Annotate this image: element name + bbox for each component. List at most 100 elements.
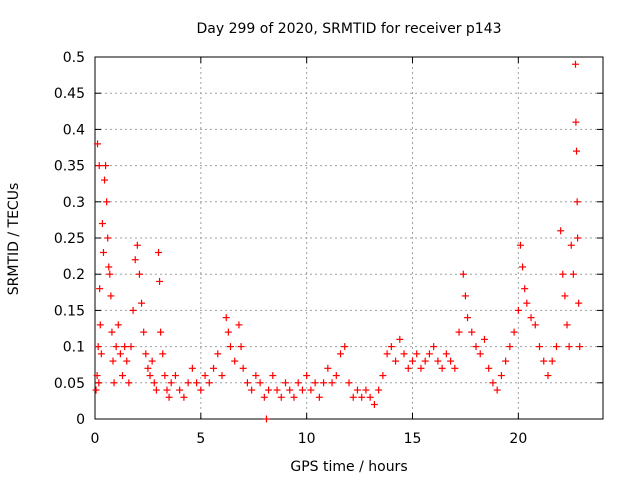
y-tick-label: 0.2 — [63, 267, 85, 283]
data-point — [540, 357, 548, 365]
data-point — [231, 357, 239, 365]
data-point — [461, 292, 469, 300]
data-point — [193, 379, 201, 387]
data-point — [133, 241, 141, 249]
data-point — [114, 321, 122, 329]
data-point — [265, 386, 273, 394]
data-point — [165, 393, 173, 401]
data-point — [544, 372, 552, 380]
axes — [94, 56, 604, 420]
y-tick-label: 0.4 — [63, 122, 85, 138]
data-point — [557, 227, 565, 235]
data-point — [135, 270, 143, 278]
data-point — [324, 364, 332, 372]
data-point — [148, 357, 156, 365]
x-tick-label: 0 — [91, 431, 100, 447]
data-point — [404, 364, 412, 372]
data-point — [222, 314, 230, 322]
data-point — [224, 328, 232, 336]
data-point — [362, 386, 370, 394]
data-point — [152, 386, 160, 394]
data-point — [269, 372, 277, 380]
grid-lines — [95, 57, 603, 419]
data-point — [105, 263, 113, 271]
data-point — [239, 364, 247, 372]
y-axis-label: SRMTID / TECUs — [6, 183, 22, 296]
data-point — [197, 386, 205, 394]
data-point — [93, 372, 101, 380]
data-point — [468, 328, 476, 336]
data-point — [103, 198, 111, 206]
y-tick-label: 0 — [76, 412, 85, 428]
data-point — [451, 364, 459, 372]
data-point — [282, 379, 289, 387]
data-point — [298, 386, 306, 394]
y-tick-label: 0.45 — [54, 86, 85, 102]
data-point — [273, 386, 281, 394]
data-point — [358, 393, 366, 401]
data-point — [96, 321, 104, 329]
data-point — [320, 379, 328, 387]
data-point — [489, 379, 497, 387]
data-point — [109, 357, 117, 365]
data-point — [430, 343, 438, 351]
data-point — [102, 162, 110, 170]
data-point — [210, 364, 218, 372]
data-point — [571, 60, 579, 68]
data-point — [98, 220, 106, 228]
data-point — [514, 306, 522, 314]
data-point — [167, 379, 175, 387]
data-point — [387, 343, 395, 351]
data-point — [548, 357, 556, 365]
data-point — [311, 379, 319, 387]
data-point — [400, 350, 408, 358]
data-point — [531, 321, 539, 329]
data-point — [156, 277, 164, 285]
data-point — [413, 350, 421, 358]
data-point — [260, 393, 268, 401]
data-point — [341, 343, 349, 351]
data-point — [108, 328, 116, 336]
data-point — [421, 357, 429, 365]
y-tick-label: 0.3 — [63, 195, 85, 211]
data-point — [218, 372, 226, 380]
data-point — [353, 386, 361, 394]
data-point — [161, 372, 169, 380]
data-point — [96, 285, 104, 293]
y-tick-label: 0.15 — [54, 303, 85, 319]
data-point — [464, 314, 472, 322]
data-point — [536, 343, 543, 351]
data-point — [104, 234, 112, 242]
data-point — [123, 357, 131, 365]
data-point — [559, 270, 567, 278]
data-point — [425, 350, 433, 358]
data-point — [248, 386, 256, 394]
data-point — [442, 350, 450, 358]
data-point — [150, 379, 158, 387]
data-point — [417, 364, 425, 372]
data-point — [127, 343, 135, 351]
y-tick-label: 0.25 — [54, 231, 85, 247]
data-point — [572, 118, 580, 126]
data-point — [138, 299, 146, 307]
y-tick-label: 0.1 — [63, 340, 85, 356]
data-point — [188, 364, 196, 372]
data-point — [121, 343, 129, 351]
data-point — [472, 343, 480, 351]
data-points — [92, 60, 584, 423]
data-point — [176, 386, 184, 394]
data-point — [94, 140, 102, 148]
data-point — [201, 372, 209, 380]
chart-title: Day 299 of 2020, SRMTID for receiver p14… — [196, 21, 501, 37]
data-point — [574, 234, 582, 242]
data-point — [480, 335, 488, 343]
data-point — [519, 263, 527, 271]
data-point — [375, 386, 383, 394]
data-point — [237, 343, 245, 351]
x-tick-label: 20 — [509, 431, 527, 447]
data-point — [510, 328, 518, 336]
data-point — [497, 372, 505, 380]
data-point — [129, 306, 137, 314]
data-point — [294, 379, 302, 387]
